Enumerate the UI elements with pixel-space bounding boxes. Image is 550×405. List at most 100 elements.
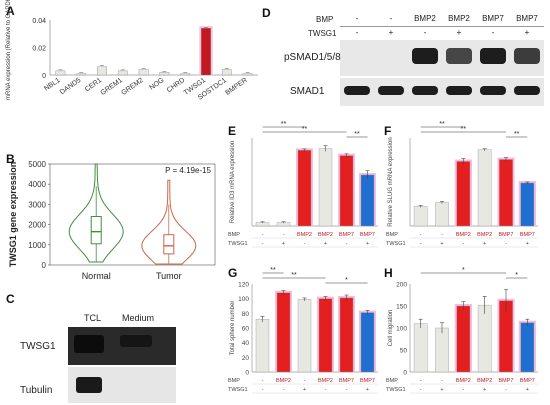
table-cell: - [346, 241, 348, 247]
table-cell: BMP2 [477, 232, 492, 238]
sig-label: ** [354, 131, 360, 138]
blot-d-twsg1-cell: + [388, 28, 394, 37]
bar-c6 [520, 182, 535, 227]
bar-c5 [339, 297, 354, 373]
bar-GREM2 [138, 69, 149, 76]
blot-d-row-twsg1: TWSG1 [308, 29, 337, 38]
panel-b-chart: 0 1000 2000 3000 4000 5000 TWSG1 gene expressi… [8, 160, 216, 281]
table-cell: - [505, 387, 507, 393]
panel-e-label: E [228, 124, 237, 138]
table-cell: - [304, 378, 306, 384]
y-tick-label: 60 [242, 326, 250, 333]
bar-c1 [255, 319, 270, 373]
blot-d-label-psmad: pSMAD1/5/8 [284, 52, 341, 63]
table-cell: - [462, 241, 464, 247]
blot-d-bmp-cell: BMP2 [414, 14, 436, 23]
table-cell: BMP7 [360, 232, 375, 238]
blot-d-divider [340, 26, 544, 27]
bar-c3 [297, 299, 312, 373]
bar-BMPER [242, 73, 253, 76]
sig-label: ** [281, 121, 287, 128]
table-cell: - [325, 387, 327, 393]
panel-c-label: C [6, 292, 15, 306]
table-cell: BMP7 [499, 232, 514, 238]
box-tumor [163, 234, 175, 255]
y-tick-label: 120 [238, 282, 249, 289]
table-cell: BMP7 [339, 232, 354, 238]
table-row-label: BMP [228, 378, 240, 384]
blot-d-twsg1-cell: + [456, 28, 462, 37]
blot-d-bmp-cell: BMP7 [516, 14, 538, 23]
bar-c4 [318, 148, 333, 227]
table-cell: + [526, 241, 529, 247]
bar-c3 [456, 161, 471, 227]
panel-a-chart: 0 0.02 0.04 mRNA expression (Relative to GA… [6, 0, 258, 102]
table-cell: BMP2 [276, 378, 291, 384]
y-tick-label: 0.04 [32, 18, 46, 25]
blot-d-bmp-cell: - [355, 14, 359, 23]
violin-normal [68, 163, 124, 263]
table-cell: + [366, 241, 369, 247]
table-cell: - [283, 387, 285, 393]
table-row-label: BMP [228, 232, 240, 238]
x-tick-label: GREM1 [100, 77, 124, 97]
blot-d-smad1-band [446, 86, 472, 95]
blot-d-twsg1-cell: - [423, 28, 427, 37]
blot-c-col-medium: Medium [122, 313, 155, 323]
bar-NOG [159, 72, 170, 76]
table-cell: - [420, 241, 422, 247]
panel-h-chart: 0 50 100 150 200 Cell migration * * BMP - - BMP2 BMP… [386, 267, 538, 394]
table-row-label: TWSG1 [386, 241, 406, 247]
y-tick-label: 80 [242, 311, 250, 318]
table-cell: BMP7 [499, 378, 514, 384]
y-tick-label: 5000 [28, 160, 46, 169]
table-cell: + [483, 387, 486, 393]
table-cell: BMP2 [456, 378, 471, 384]
sig-label: * [515, 272, 518, 279]
x-tick-label: Tumor [156, 271, 182, 281]
panel-e-chart: Relative ID3 mRNA expression ** ** ** BMP - - B… [228, 121, 378, 248]
bar-TWSG1 [201, 28, 211, 76]
sig-label: ** [291, 272, 297, 279]
bar-c2 [276, 292, 291, 373]
blot-d-smad1-band [412, 86, 438, 95]
y-tick-label: 3000 [28, 200, 46, 209]
y-axis-label: Total sphere number [230, 301, 236, 356]
table-cell: + [526, 387, 529, 393]
table-cell: - [420, 378, 422, 384]
x-tick-label: NOG [148, 77, 165, 92]
y-tick-label: 0 [42, 261, 47, 270]
table-cell: - [462, 387, 464, 393]
y-tick-label: 2000 [28, 221, 46, 230]
panel-c-blot: TCL Medium TWSG1 Tubulin [0, 305, 200, 405]
x-tick-label: GREM2 [120, 77, 144, 97]
bar-c3 [456, 305, 471, 373]
y-tick-label: 0 [42, 73, 46, 80]
table-cell: - [283, 232, 285, 238]
sig-label: ** [461, 126, 467, 133]
bar-c1 [413, 206, 428, 227]
y-tick-label: 0.02 [32, 46, 46, 53]
bar-c5 [499, 159, 513, 227]
bar-c4 [477, 304, 492, 373]
sig-label: ** [302, 126, 308, 133]
table-cell: + [483, 241, 486, 247]
blot-c-twsg1-band [74, 335, 104, 353]
blot-d-smad1-band [480, 86, 506, 95]
table-cell: BMP2 [318, 232, 333, 238]
bar-c6 [360, 174, 375, 227]
y-tick-label: 50 [400, 348, 408, 355]
pvalue-annotation: P = 4.19e-15 [165, 166, 211, 175]
table-row-label: TWSG1 [386, 387, 406, 393]
plot-frame [49, 163, 216, 266]
y-tick-label: 100 [396, 326, 407, 333]
y-tick-label: 1000 [28, 241, 46, 250]
y-axis-label: Cell migration [388, 310, 394, 347]
blot-d-psmad-band [446, 48, 472, 64]
bar-c3 [297, 150, 312, 227]
blot-d-SMAD1-membrane [340, 78, 544, 106]
x-tick-label: Normal [82, 271, 111, 281]
y-tick-label: 0 [403, 370, 407, 377]
table-row-label: TWSG1 [228, 241, 248, 247]
